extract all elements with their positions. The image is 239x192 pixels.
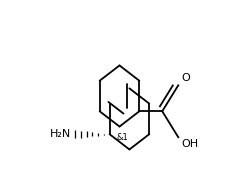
Text: H₂N: H₂N <box>50 129 71 139</box>
Text: &1: &1 <box>117 133 129 142</box>
Text: O: O <box>181 74 190 84</box>
Text: OH: OH <box>181 139 198 149</box>
